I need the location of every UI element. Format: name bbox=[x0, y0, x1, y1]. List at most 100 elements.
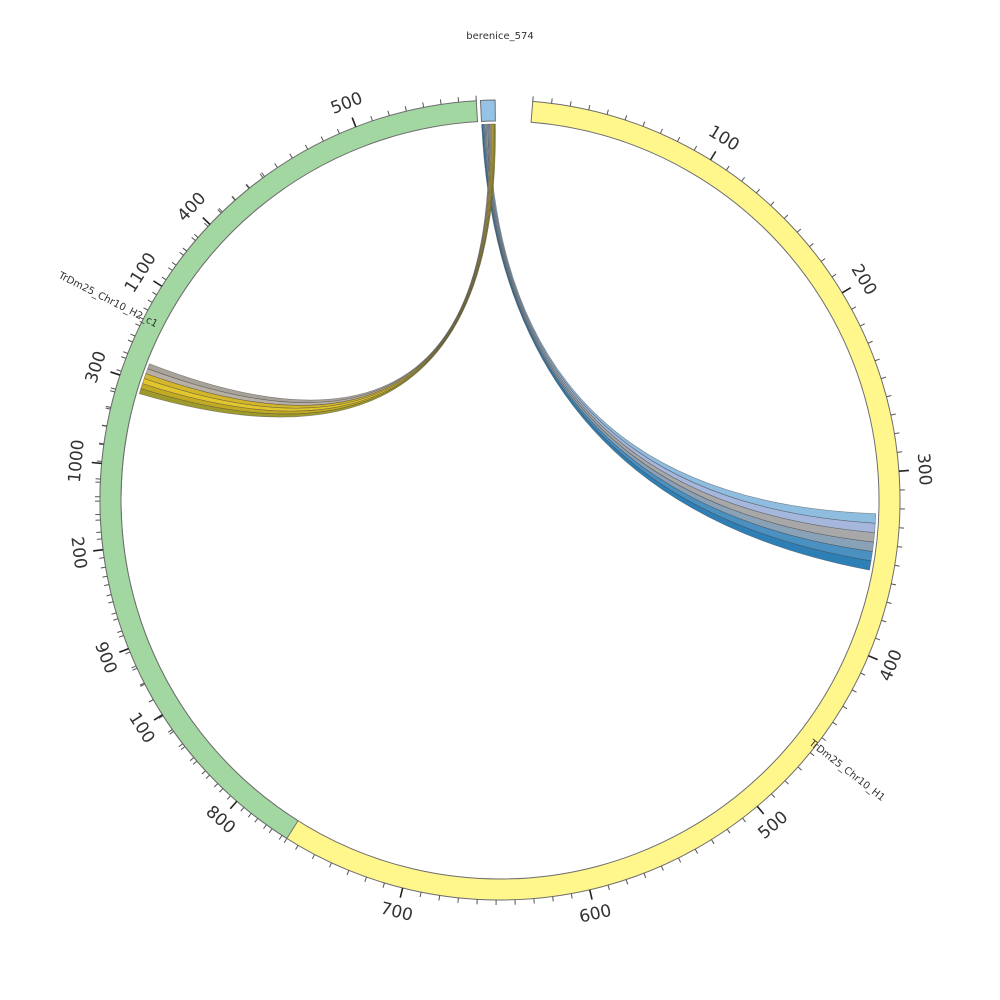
trdm25-chr10-h1-minor-tick bbox=[419, 892, 422, 898]
trdm25-chr10-h2-c1-minor-tick bbox=[336, 128, 340, 134]
trdm25-chr10-h1-tick-label: 1000 bbox=[65, 439, 89, 484]
trdm25-chr10-h1-major-tick bbox=[898, 469, 909, 472]
trdm25-chr10-h2-c1-minor-tick bbox=[152, 291, 157, 296]
trdm25-chr10-h1-minor-tick bbox=[111, 612, 117, 615]
trdm25-chr10-h1-minor-tick bbox=[694, 848, 699, 854]
trdm25-chr10-h1-minor-tick bbox=[192, 760, 198, 765]
link-1-ribbon-5 bbox=[138, 123, 496, 418]
trdm25-chr10-h1-minor-tick bbox=[179, 251, 184, 256]
trdm25-chr10-h2-c1-minor-tick bbox=[259, 173, 264, 179]
trdm25-chr10-h1-minor-tick bbox=[570, 893, 573, 899]
trdm25-chr10-h1-minor-tick bbox=[851, 306, 857, 310]
trdm25-chr10-h1-minor-tick bbox=[263, 824, 267, 830]
trdm25-chr10-h1-minor-tick bbox=[875, 637, 881, 641]
trdm25-chr10-h1-tick-label: 600 bbox=[577, 901, 613, 928]
trdm25-chr10-h2-c1-major-tick bbox=[351, 117, 357, 128]
trdm25-chr10-h1-minor-tick bbox=[741, 176, 746, 182]
trdm25-chr10-h1-minor-tick bbox=[98, 443, 104, 446]
trdm25-chr10-h1-minor-tick bbox=[624, 115, 628, 121]
trdm25-chr10-h1-minor-tick bbox=[138, 316, 144, 320]
trdm25-chr10-h2-c1-major-tick bbox=[93, 548, 104, 552]
trdm25-chr10-h1-tick-label: 400 bbox=[876, 647, 907, 685]
trdm25-chr10-h1-minor-tick bbox=[725, 165, 730, 171]
trdm25-chr10-h1-minor-tick bbox=[860, 672, 866, 676]
trdm25-chr10-h2-c1-tick-label: 300 bbox=[82, 349, 111, 386]
trdm25-chr10-h1-tick-label: 900 bbox=[90, 639, 121, 677]
trdm25-chr10-h2-c1-minor-tick bbox=[101, 425, 107, 427]
trdm25-chr10-h2-c1-minor-tick bbox=[113, 618, 119, 621]
trdm25-chr10-h1-minor-tick bbox=[742, 817, 746, 823]
trdm25-chr10-h1-minor-tick bbox=[859, 323, 865, 327]
trdm25-chr10-h1-minor-tick bbox=[246, 183, 250, 189]
trdm25-chr10-h1-minor-tick bbox=[659, 128, 663, 134]
segments-layer bbox=[99, 99, 901, 901]
trdm25-chr10-h2-c1-minor-tick bbox=[108, 601, 114, 604]
trdm25-chr10-h1-minor-tick bbox=[364, 876, 367, 882]
trdm25-chr10-h1-minor-tick bbox=[711, 839, 715, 845]
trdm25-chr10-h2-c1-tick-label: 100 bbox=[124, 709, 158, 747]
trdm25-chr10-h1-minor-tick bbox=[551, 98, 553, 104]
ticks-layer bbox=[91, 95, 909, 905]
trdm25-chr10-h1-minor-tick bbox=[102, 575, 108, 578]
trdm25-chr10-h1-minor-tick bbox=[122, 351, 128, 354]
trdm25-chr10-h1-minor-tick bbox=[105, 405, 111, 409]
trdm25-chr10-h1-minor-tick bbox=[180, 746, 186, 750]
trdm25-chr10-h2-c1-minor-tick bbox=[104, 584, 110, 587]
trdm25-chr10-h1-tick-label: 300 bbox=[913, 452, 935, 486]
trdm25-chr10-h2-c1-major-tick bbox=[153, 714, 163, 721]
trdm25-chr10-h1-minor-tick bbox=[678, 857, 682, 863]
trdm25-chr10-h1-minor-tick bbox=[784, 780, 789, 785]
trdm25-chr10-h2-c1-minor-tick bbox=[161, 276, 167, 281]
trdm25-chr10-h1-minor-tick bbox=[867, 340, 873, 344]
trdm25-chr10-h1-minor-tick bbox=[116, 369, 122, 372]
trdm25-chr10-h1-minor-tick bbox=[643, 873, 647, 879]
trdm25-chr10-h2-c1-minor-tick bbox=[304, 144, 309, 150]
trdm25-chr10-h1-minor-tick bbox=[693, 145, 698, 151]
trdm25-chr10-h2-c1-minor-tick bbox=[254, 818, 259, 823]
trdm25-chr10-h1-minor-tick bbox=[158, 715, 164, 719]
trdm25-chr10-h1-minor-tick bbox=[756, 188, 761, 194]
trdm25-chr10-h1-minor-tick bbox=[880, 376, 887, 380]
plot-title: berenice_574 bbox=[466, 31, 534, 42]
trdm25-chr10-h1-minor-tick bbox=[438, 895, 441, 901]
trdm25-chr10-h1-minor-tick bbox=[677, 136, 681, 142]
trdm25-chr10-h1-minor-tick bbox=[874, 358, 880, 362]
trdm25-chr10-h1-minor-tick bbox=[625, 879, 629, 885]
trdm25-chr10-h1-major-tick bbox=[756, 805, 765, 815]
trdm25-chr10-h2-c1-minor-tick bbox=[231, 195, 236, 201]
trdm25-chr10-h1-name-label: TrDm25_Chr10_H1 bbox=[806, 737, 887, 804]
trdm25-chr10-h2-c1-minor-tick bbox=[387, 110, 390, 116]
trdm25-chr10-h1-minor-tick bbox=[890, 413, 896, 416]
trdm25-chr10-h1-tick-label: 700 bbox=[378, 899, 414, 926]
trdm25-chr10-h2-c1-minor-tick bbox=[182, 247, 188, 252]
trdm25-chr10-h1-tick-label: 800 bbox=[202, 802, 240, 838]
trdm25-chr10-h1-minor-tick bbox=[891, 583, 897, 586]
trdm25-chr10-h1-minor-tick bbox=[770, 201, 775, 206]
trdm25-chr10-h1-minor-tick bbox=[261, 172, 265, 177]
trdm25-chr10-h1-minor-tick bbox=[131, 665, 137, 669]
trdm25-chr10-h2-c1-minor-tick bbox=[178, 743, 184, 748]
links-layer bbox=[138, 123, 877, 571]
trdm25-chr10-h1-major-tick bbox=[841, 286, 852, 294]
trdm25-chr10-h1-minor-tick bbox=[726, 828, 731, 834]
trdm25-chr10-h1-minor-tick bbox=[897, 451, 903, 453]
trdm25-chr10-h1-minor-tick bbox=[382, 882, 385, 888]
trdm25-chr10-h1-minor-tick bbox=[821, 737, 827, 742]
trdm25-chr10-h1-major-tick bbox=[709, 150, 717, 161]
trdm25-chr10-h2-c1-minor-tick bbox=[171, 261, 177, 266]
trdm25-chr10-h1-minor-tick bbox=[588, 104, 591, 111]
trdm25-chr10-h1-minor-tick bbox=[139, 682, 145, 686]
trdm25-chr10-h1-minor-tick bbox=[606, 109, 609, 115]
trdm25-chr10-h1-minor-tick bbox=[894, 432, 900, 435]
trdm25-chr10-h2-c1-tick-label: 200 bbox=[66, 535, 90, 570]
trdm25-chr10-h1-tick-label: 1100 bbox=[121, 249, 161, 296]
trdm25-chr10-h2-c1-minor-tick bbox=[457, 97, 460, 103]
trdm25-chr10-h1-minor-tick bbox=[328, 862, 333, 868]
trdm25-chr10-h1-minor-tick bbox=[130, 333, 136, 337]
trdm25-chr10-h1-minor-tick bbox=[886, 601, 892, 604]
trdm25-chr10-h1-minor-tick bbox=[796, 228, 802, 233]
trdm25-chr10-h2-c1-minor-tick bbox=[100, 566, 106, 569]
link-0-ribbon-5 bbox=[487, 123, 877, 524]
trdm25-chr10-h1-minor-tick bbox=[831, 273, 837, 278]
